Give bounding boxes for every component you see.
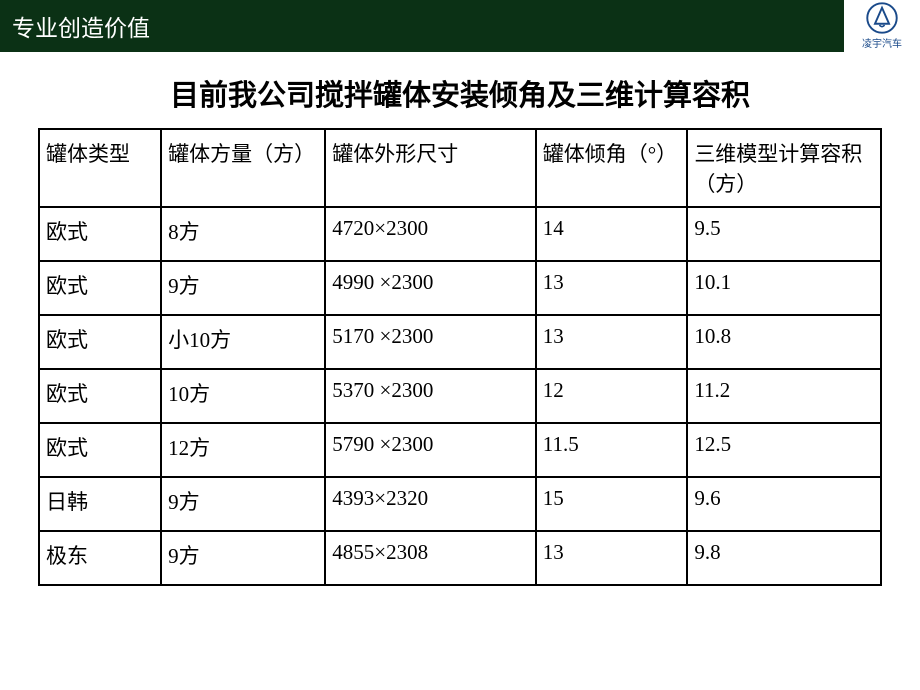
table-row: 极东 9方 4855×2308 13 9.8: [39, 531, 881, 585]
table-cell: 5170 ×2300: [325, 315, 536, 369]
company-logo-icon: [866, 2, 898, 34]
logo-text: 凌宇汽车: [862, 35, 902, 50]
table-row: 欧式 9方 4990 ×2300 13 10.1: [39, 261, 881, 315]
table-header-row: 罐体类型 罐体方量（方） 罐体外形尺寸 罐体倾角（°） 三维模型计算容积（方）: [39, 129, 881, 207]
table-row: 欧式 10方 5370 ×2300 12 11.2: [39, 369, 881, 423]
table-cell: 4855×2308: [325, 531, 536, 585]
table-cell: 欧式: [39, 423, 161, 477]
slide-content: 目前我公司搅拌罐体安装倾角及三维计算容积 罐体类型 罐体方量（方） 罐体外形尺寸…: [0, 52, 920, 586]
column-header: 三维模型计算容积（方）: [687, 129, 881, 207]
table-cell: 4393×2320: [325, 477, 536, 531]
table-cell: 9方: [161, 477, 325, 531]
table-cell: 极东: [39, 531, 161, 585]
table-cell: 11.2: [687, 369, 881, 423]
table-cell: 12.5: [687, 423, 881, 477]
table-cell: 小10方: [161, 315, 325, 369]
column-header: 罐体外形尺寸: [325, 129, 536, 207]
table-cell: 10.8: [687, 315, 881, 369]
table-cell: 4990 ×2300: [325, 261, 536, 315]
table-cell: 10方: [161, 369, 325, 423]
table-cell: 9.8: [687, 531, 881, 585]
table-cell: 13: [536, 531, 688, 585]
table-cell: 9.5: [687, 207, 881, 261]
table-cell: 12方: [161, 423, 325, 477]
table-cell: 10.1: [687, 261, 881, 315]
table-cell: 5790 ×2300: [325, 423, 536, 477]
table-cell: 8方: [161, 207, 325, 261]
table-cell: 欧式: [39, 369, 161, 423]
table-cell: 欧式: [39, 315, 161, 369]
table-cell: 15: [536, 477, 688, 531]
table-cell: 14: [536, 207, 688, 261]
slide-header: 专业创造价值 凌宇汽车: [0, 0, 920, 52]
logo-container: 凌宇汽车: [844, 0, 920, 52]
data-table: 罐体类型 罐体方量（方） 罐体外形尺寸 罐体倾角（°） 三维模型计算容积（方） …: [38, 128, 882, 586]
table-cell: 欧式: [39, 207, 161, 261]
table-cell: 9方: [161, 531, 325, 585]
table-cell: 5370 ×2300: [325, 369, 536, 423]
table-row: 日韩 9方 4393×2320 15 9.6: [39, 477, 881, 531]
column-header: 罐体类型: [39, 129, 161, 207]
header-tagline: 专业创造价值: [12, 9, 150, 43]
table-cell: 13: [536, 315, 688, 369]
table-cell: 9方: [161, 261, 325, 315]
table-cell: 欧式: [39, 261, 161, 315]
table-row: 欧式 12方 5790 ×2300 11.5 12.5: [39, 423, 881, 477]
table-row: 欧式 小10方 5170 ×2300 13 10.8: [39, 315, 881, 369]
table-cell: 9.6: [687, 477, 881, 531]
table-cell: 4720×2300: [325, 207, 536, 261]
table-row: 欧式 8方 4720×2300 14 9.5: [39, 207, 881, 261]
table-cell: 12: [536, 369, 688, 423]
column-header: 罐体方量（方）: [161, 129, 325, 207]
column-header: 罐体倾角（°）: [536, 129, 688, 207]
table-cell: 11.5: [536, 423, 688, 477]
table-cell: 13: [536, 261, 688, 315]
page-title: 目前我公司搅拌罐体安装倾角及三维计算容积: [38, 72, 882, 114]
table-cell: 日韩: [39, 477, 161, 531]
